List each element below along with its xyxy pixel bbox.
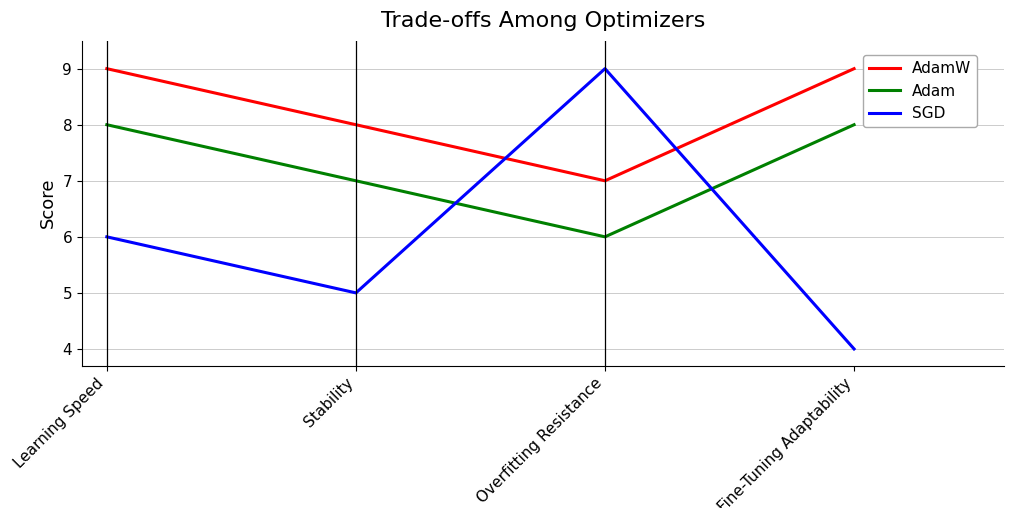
SGD (848, 346, 860, 352)
Line: Adam: Adam (106, 125, 854, 237)
AdamW (599, 178, 611, 184)
Adam (100, 122, 113, 128)
Adam (599, 234, 611, 240)
SGD (599, 66, 611, 72)
Legend: AdamW, Adam, SGD: AdamW, Adam, SGD (863, 55, 978, 128)
AdamW (848, 66, 860, 72)
AdamW (350, 122, 362, 128)
Y-axis label: Score: Score (39, 178, 57, 229)
Adam (350, 178, 362, 184)
AdamW (100, 66, 113, 72)
SGD (350, 290, 362, 296)
Adam (848, 122, 860, 128)
Line: AdamW: AdamW (106, 69, 854, 181)
Line: SGD: SGD (106, 69, 854, 349)
Title: Trade-offs Among Optimizers: Trade-offs Among Optimizers (381, 11, 705, 31)
SGD (100, 234, 113, 240)
